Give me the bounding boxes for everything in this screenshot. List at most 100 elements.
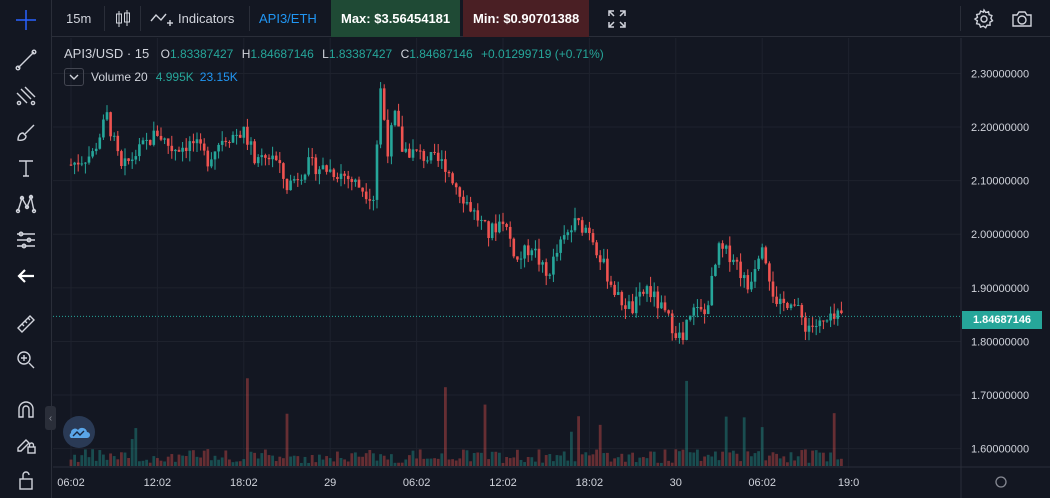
volume-bar	[793, 460, 796, 466]
candle-body	[393, 110, 397, 126]
toolbar-divider	[249, 6, 250, 31]
volume-bar	[519, 459, 523, 466]
zoom-in-icon	[17, 351, 35, 369]
volume-label: Volume 20	[91, 70, 148, 84]
interval-button[interactable]: 15m	[66, 11, 92, 26]
volume-bar	[138, 461, 141, 466]
candle-body	[199, 139, 202, 144]
crosshair-tool[interactable]	[10, 4, 42, 36]
volume-bar	[746, 451, 750, 466]
candle-body	[325, 165, 328, 172]
chevron-down-icon	[69, 74, 79, 80]
candle-body	[76, 162, 80, 165]
candle-body	[361, 187, 364, 192]
candle-body	[87, 156, 91, 163]
volume-bar	[717, 460, 721, 466]
volume-bar	[242, 459, 246, 466]
volume-bar	[433, 458, 436, 466]
magnet-tool[interactable]	[10, 394, 42, 426]
candle-body	[267, 157, 271, 160]
volume-bar	[303, 456, 307, 466]
prediction-tool[interactable]	[10, 224, 42, 256]
ruler-tool[interactable]	[10, 308, 42, 340]
back-tool[interactable]	[10, 260, 42, 292]
brand-logo[interactable]	[63, 416, 95, 448]
brush-tool[interactable]	[10, 116, 42, 148]
indicators-button[interactable]: Indicators	[150, 0, 234, 37]
y-tick-label: 2.10000000	[971, 176, 1029, 188]
volume-bar	[534, 461, 537, 466]
candle-body	[318, 169, 321, 175]
candle-body	[778, 298, 782, 304]
x-tick-label: 06:02	[403, 477, 431, 489]
settings-button[interactable]	[973, 0, 995, 37]
volume-bar	[156, 458, 159, 466]
pattern-tool[interactable]	[10, 188, 42, 220]
volume-bar	[674, 449, 678, 466]
ruler-icon	[17, 315, 35, 333]
fullscreen-button[interactable]	[607, 0, 627, 37]
volume-bar	[624, 461, 627, 466]
candle-body	[404, 148, 408, 152]
volume-bar	[206, 449, 210, 466]
volume-bar	[91, 449, 94, 466]
candle-body	[253, 141, 256, 164]
volume-bar	[296, 456, 300, 466]
volume-bar	[789, 452, 793, 466]
candle-body	[382, 88, 386, 120]
candle-body	[346, 175, 350, 180]
volume-bar	[292, 455, 296, 466]
volume-bar	[829, 452, 832, 466]
volume-bar	[512, 457, 516, 466]
price-chart[interactable]: 2.30000000 2.20000000 2.10000000 2.00000000…	[53, 38, 1050, 498]
x-tick-label: 18:02	[230, 477, 258, 489]
pair-link[interactable]: API3/ETH	[259, 11, 317, 26]
volume-bar	[570, 431, 573, 466]
candle-body	[829, 313, 832, 321]
volume-value-2: 23.15K	[199, 70, 238, 84]
candle-body	[537, 248, 541, 265]
symbol-label: API3/USD · 15	[64, 46, 150, 61]
candle-body	[397, 110, 400, 127]
text-tool[interactable]	[10, 152, 42, 184]
volume-bar	[80, 455, 84, 466]
volume-bar	[836, 459, 840, 466]
candle-body	[213, 151, 217, 160]
cloud-logo-icon	[69, 427, 90, 438]
collapse-legend-button[interactable]	[64, 68, 84, 86]
lock-drawings-tool[interactable]	[10, 428, 42, 460]
candle-body	[706, 305, 710, 315]
y-tick-label: 1.60000000	[971, 444, 1029, 456]
volume-bar	[310, 455, 314, 466]
trend-line-tool[interactable]	[10, 44, 42, 76]
candle-type-button[interactable]	[114, 0, 132, 37]
volume-bar	[213, 455, 217, 466]
volume-bar	[382, 455, 386, 466]
collapse-toolbar-button[interactable]: ‹	[45, 406, 56, 430]
indicators-label: Indicators	[178, 11, 235, 26]
candle-body	[422, 151, 426, 161]
candle-body	[372, 199, 375, 201]
volume-bar	[282, 458, 285, 466]
candle-body	[660, 302, 663, 309]
lock-tool[interactable]	[10, 464, 42, 496]
x-tick-label: 18:02	[576, 477, 604, 489]
fib-tool[interactable]	[10, 80, 42, 112]
volume-bar	[775, 453, 778, 466]
volume-bar	[699, 460, 703, 466]
candle-body	[624, 305, 627, 309]
screenshot-button[interactable]	[1011, 0, 1033, 37]
volume-bar	[678, 451, 681, 466]
volume-bar	[116, 459, 120, 466]
volume-bar	[559, 455, 562, 466]
high-value: 1.84687146	[250, 47, 314, 61]
candle-body	[638, 291, 642, 297]
zoom-tool[interactable]	[10, 344, 42, 376]
candle-body	[440, 159, 444, 161]
volume-bar	[361, 456, 364, 466]
volume-bar	[112, 456, 116, 466]
chevron-left-icon: ‹	[48, 412, 53, 424]
candle-body	[224, 140, 228, 143]
candle-body	[242, 126, 246, 138]
candle-body	[681, 332, 685, 340]
